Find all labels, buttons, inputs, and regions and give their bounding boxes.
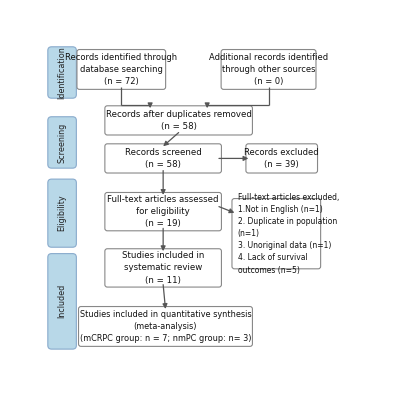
- FancyBboxPatch shape: [246, 144, 318, 173]
- FancyBboxPatch shape: [105, 106, 252, 135]
- Text: Records screened
(n = 58): Records screened (n = 58): [125, 148, 202, 169]
- Text: Screening: Screening: [58, 122, 66, 163]
- Text: Studies included in
systematic review
(n = 11): Studies included in systematic review (n…: [122, 251, 204, 284]
- FancyBboxPatch shape: [78, 307, 252, 346]
- Text: Records after duplicates removed
(n = 58): Records after duplicates removed (n = 58…: [106, 110, 252, 131]
- Text: Records identified through
database searching
(n = 72): Records identified through database sear…: [65, 53, 177, 86]
- FancyBboxPatch shape: [232, 199, 321, 269]
- FancyBboxPatch shape: [48, 179, 76, 247]
- FancyBboxPatch shape: [105, 249, 222, 287]
- Text: Eligibility: Eligibility: [58, 195, 66, 231]
- FancyBboxPatch shape: [221, 49, 316, 89]
- FancyBboxPatch shape: [77, 49, 166, 89]
- FancyBboxPatch shape: [105, 192, 222, 231]
- Text: Additional records identified
through other sources
(n = 0): Additional records identified through ot…: [209, 53, 328, 86]
- FancyBboxPatch shape: [105, 144, 222, 173]
- Text: Full-text articles assessed
for eligibility
(n = 19): Full-text articles assessed for eligibil…: [107, 195, 219, 228]
- Text: Records excluded
(n = 39): Records excluded (n = 39): [244, 148, 319, 169]
- FancyBboxPatch shape: [48, 47, 76, 98]
- Text: Identification: Identification: [58, 46, 66, 99]
- FancyBboxPatch shape: [48, 117, 76, 168]
- FancyBboxPatch shape: [48, 254, 76, 349]
- Text: Full-text articles excluded,
1.Not in English (n=1)
2. Duplicate in population
(: Full-text articles excluded, 1.Not in En…: [238, 193, 339, 275]
- Text: Included: Included: [58, 284, 66, 318]
- Text: Studies included in quantitative synthesis
(meta-analysis)
(mCRPC group: n = 7; : Studies included in quantitative synthes…: [80, 310, 251, 343]
